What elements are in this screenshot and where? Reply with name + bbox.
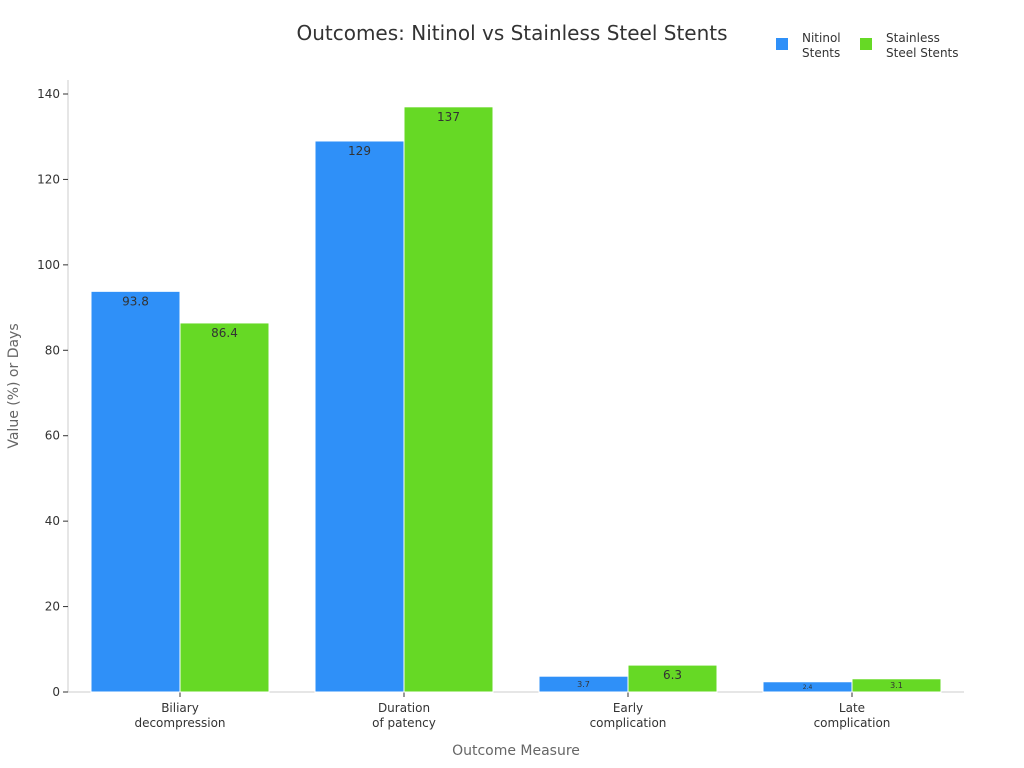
y-tick-label: 120 <box>37 172 60 186</box>
bar-value-label: 93.8 <box>122 294 149 308</box>
bar-value-label: 6.3 <box>663 668 682 682</box>
y-tick-label: 0 <box>52 685 60 699</box>
y-tick-label: 80 <box>45 343 60 357</box>
y-tick-label: 140 <box>37 87 60 101</box>
x-tick-label: Biliary decompression <box>134 701 225 730</box>
bar-stainless-3 <box>851 678 942 693</box>
y-axis-title: Value (%) or Days <box>6 323 22 448</box>
bar-value-label: 3.1 <box>890 681 903 690</box>
legend-swatch-stainless <box>860 38 872 50</box>
y-axis: 0 20 40 60 80 100 120 140 <box>37 80 69 699</box>
y-tick-label: 40 <box>45 514 60 528</box>
y-tick-label: 20 <box>45 600 60 614</box>
bar-value-label: 2.4 <box>803 684 813 691</box>
bar-value-label: 137 <box>437 110 460 124</box>
x-axis: Biliary decompression Duration of patency Ea… <box>68 691 964 730</box>
legend-swatch-nitinol <box>776 38 788 50</box>
legend-label-stainless: Stainless Steel Stents <box>886 31 959 60</box>
legend: Nitinol Stents Stainless Steel Stents <box>776 31 959 60</box>
x-tick-label: Late complication <box>814 701 891 730</box>
y-tick-label: 100 <box>37 258 60 272</box>
bar-value-label: 3.7 <box>577 680 590 689</box>
x-tick-label: Duration of patency <box>372 701 436 730</box>
x-tick-label: Early complication <box>590 701 667 730</box>
y-tick-label: 60 <box>45 429 60 443</box>
x-axis-title: Outcome Measure <box>452 743 580 759</box>
legend-label-nitinol: Nitinol Stents <box>802 31 841 60</box>
bar-nitinol-1 <box>314 140 405 693</box>
bar-stainless-0 <box>179 322 270 693</box>
bar-value-label: 86.4 <box>211 326 238 340</box>
bar-stainless-1 <box>403 106 494 693</box>
bar-stainless-2 <box>627 664 718 693</box>
bar-nitinol-0 <box>90 290 181 693</box>
bars: 93.8 86.4 129 137 3.7 6.3 2.4 3.1 <box>90 106 942 693</box>
bar-value-label: 129 <box>348 144 371 158</box>
chart-title: Outcomes: Nitinol vs Stainless Steel Ste… <box>296 21 727 45</box>
